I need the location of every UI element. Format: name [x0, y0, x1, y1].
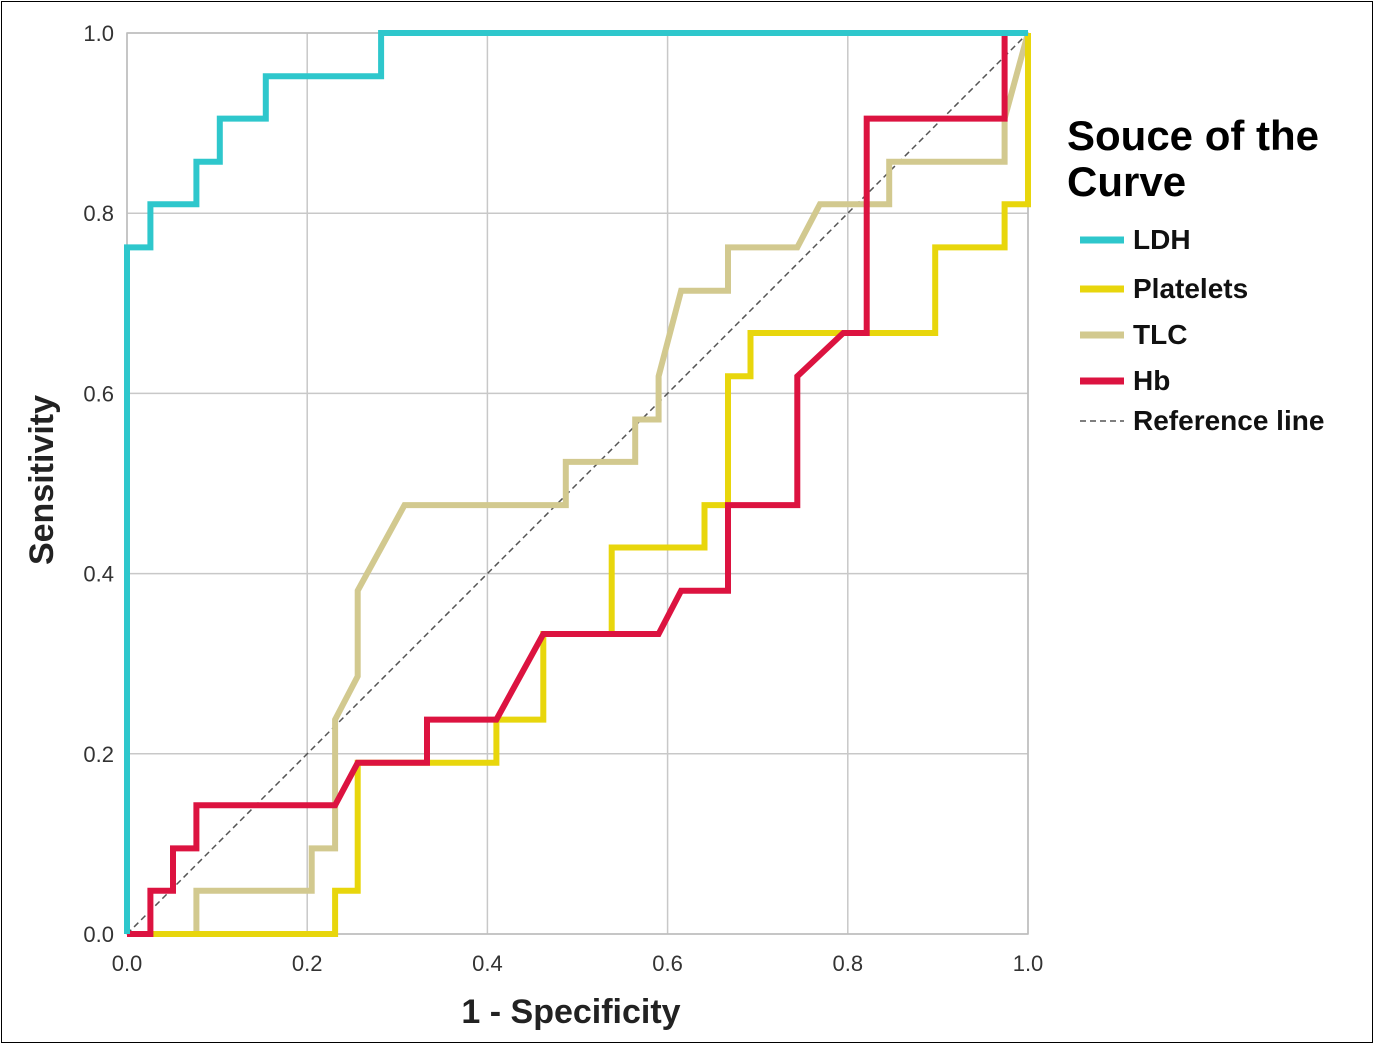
legend-label: Hb	[1133, 365, 1170, 396]
series-line-reference-line	[126, 32, 1029, 935]
y-tick-label: 1.0	[83, 21, 114, 46]
legend-items: LDH Platelets TLC Hb Reference line	[1080, 224, 1324, 436]
x-tick-label: 0.6	[652, 951, 683, 976]
legend-label: Reference line	[1133, 405, 1324, 436]
y-tick-label: 0.4	[83, 562, 114, 587]
x-tick-label: 1.0	[1013, 951, 1044, 976]
y-tick-label: 0.0	[83, 922, 114, 947]
x-tick-label: 0.0	[112, 951, 143, 976]
y-tick-labels: 0.0 0.2 0.4 0.6 0.8 1.0	[83, 21, 114, 947]
y-tick-label: 0.6	[83, 381, 114, 406]
y-axis-title: Sensitivity	[23, 395, 61, 565]
series-line-ldh	[124, 30, 1028, 934]
legend-item-platelets: Platelets	[1080, 273, 1248, 304]
legend-label: TLC	[1133, 319, 1187, 350]
legend-item-reference-line: Reference line	[1080, 405, 1324, 436]
series-line-hb	[127, 30, 1028, 937]
x-tick-labels: 0.0 0.2 0.4 0.6 0.8 1.0	[112, 951, 1044, 976]
y-tick-label: 0.2	[83, 742, 114, 767]
legend-label: Platelets	[1133, 273, 1248, 304]
x-tick-label: 0.2	[292, 951, 323, 976]
series-line-tlc	[127, 32, 1031, 937]
legend-item-tlc: TLC	[1080, 319, 1187, 350]
legend-label: LDH	[1133, 224, 1191, 255]
series-line-platelets	[127, 33, 1031, 937]
legend-title-line-1: Souce of the	[1067, 112, 1319, 159]
legend-title-line-2: Curve	[1067, 158, 1186, 205]
legend-item-hb: Hb	[1080, 365, 1170, 396]
roc-curves	[124, 30, 1031, 937]
legend: Souce of the Curve LDH Platelets TLC Hb Refe…	[1067, 112, 1324, 436]
y-tick-label: 0.8	[83, 201, 114, 226]
x-axis-title: 1 - Specificity	[461, 993, 680, 1031]
legend-item-ldh: LDH	[1080, 224, 1191, 255]
x-tick-label: 0.4	[472, 951, 503, 976]
x-tick-label: 0.8	[833, 951, 864, 976]
